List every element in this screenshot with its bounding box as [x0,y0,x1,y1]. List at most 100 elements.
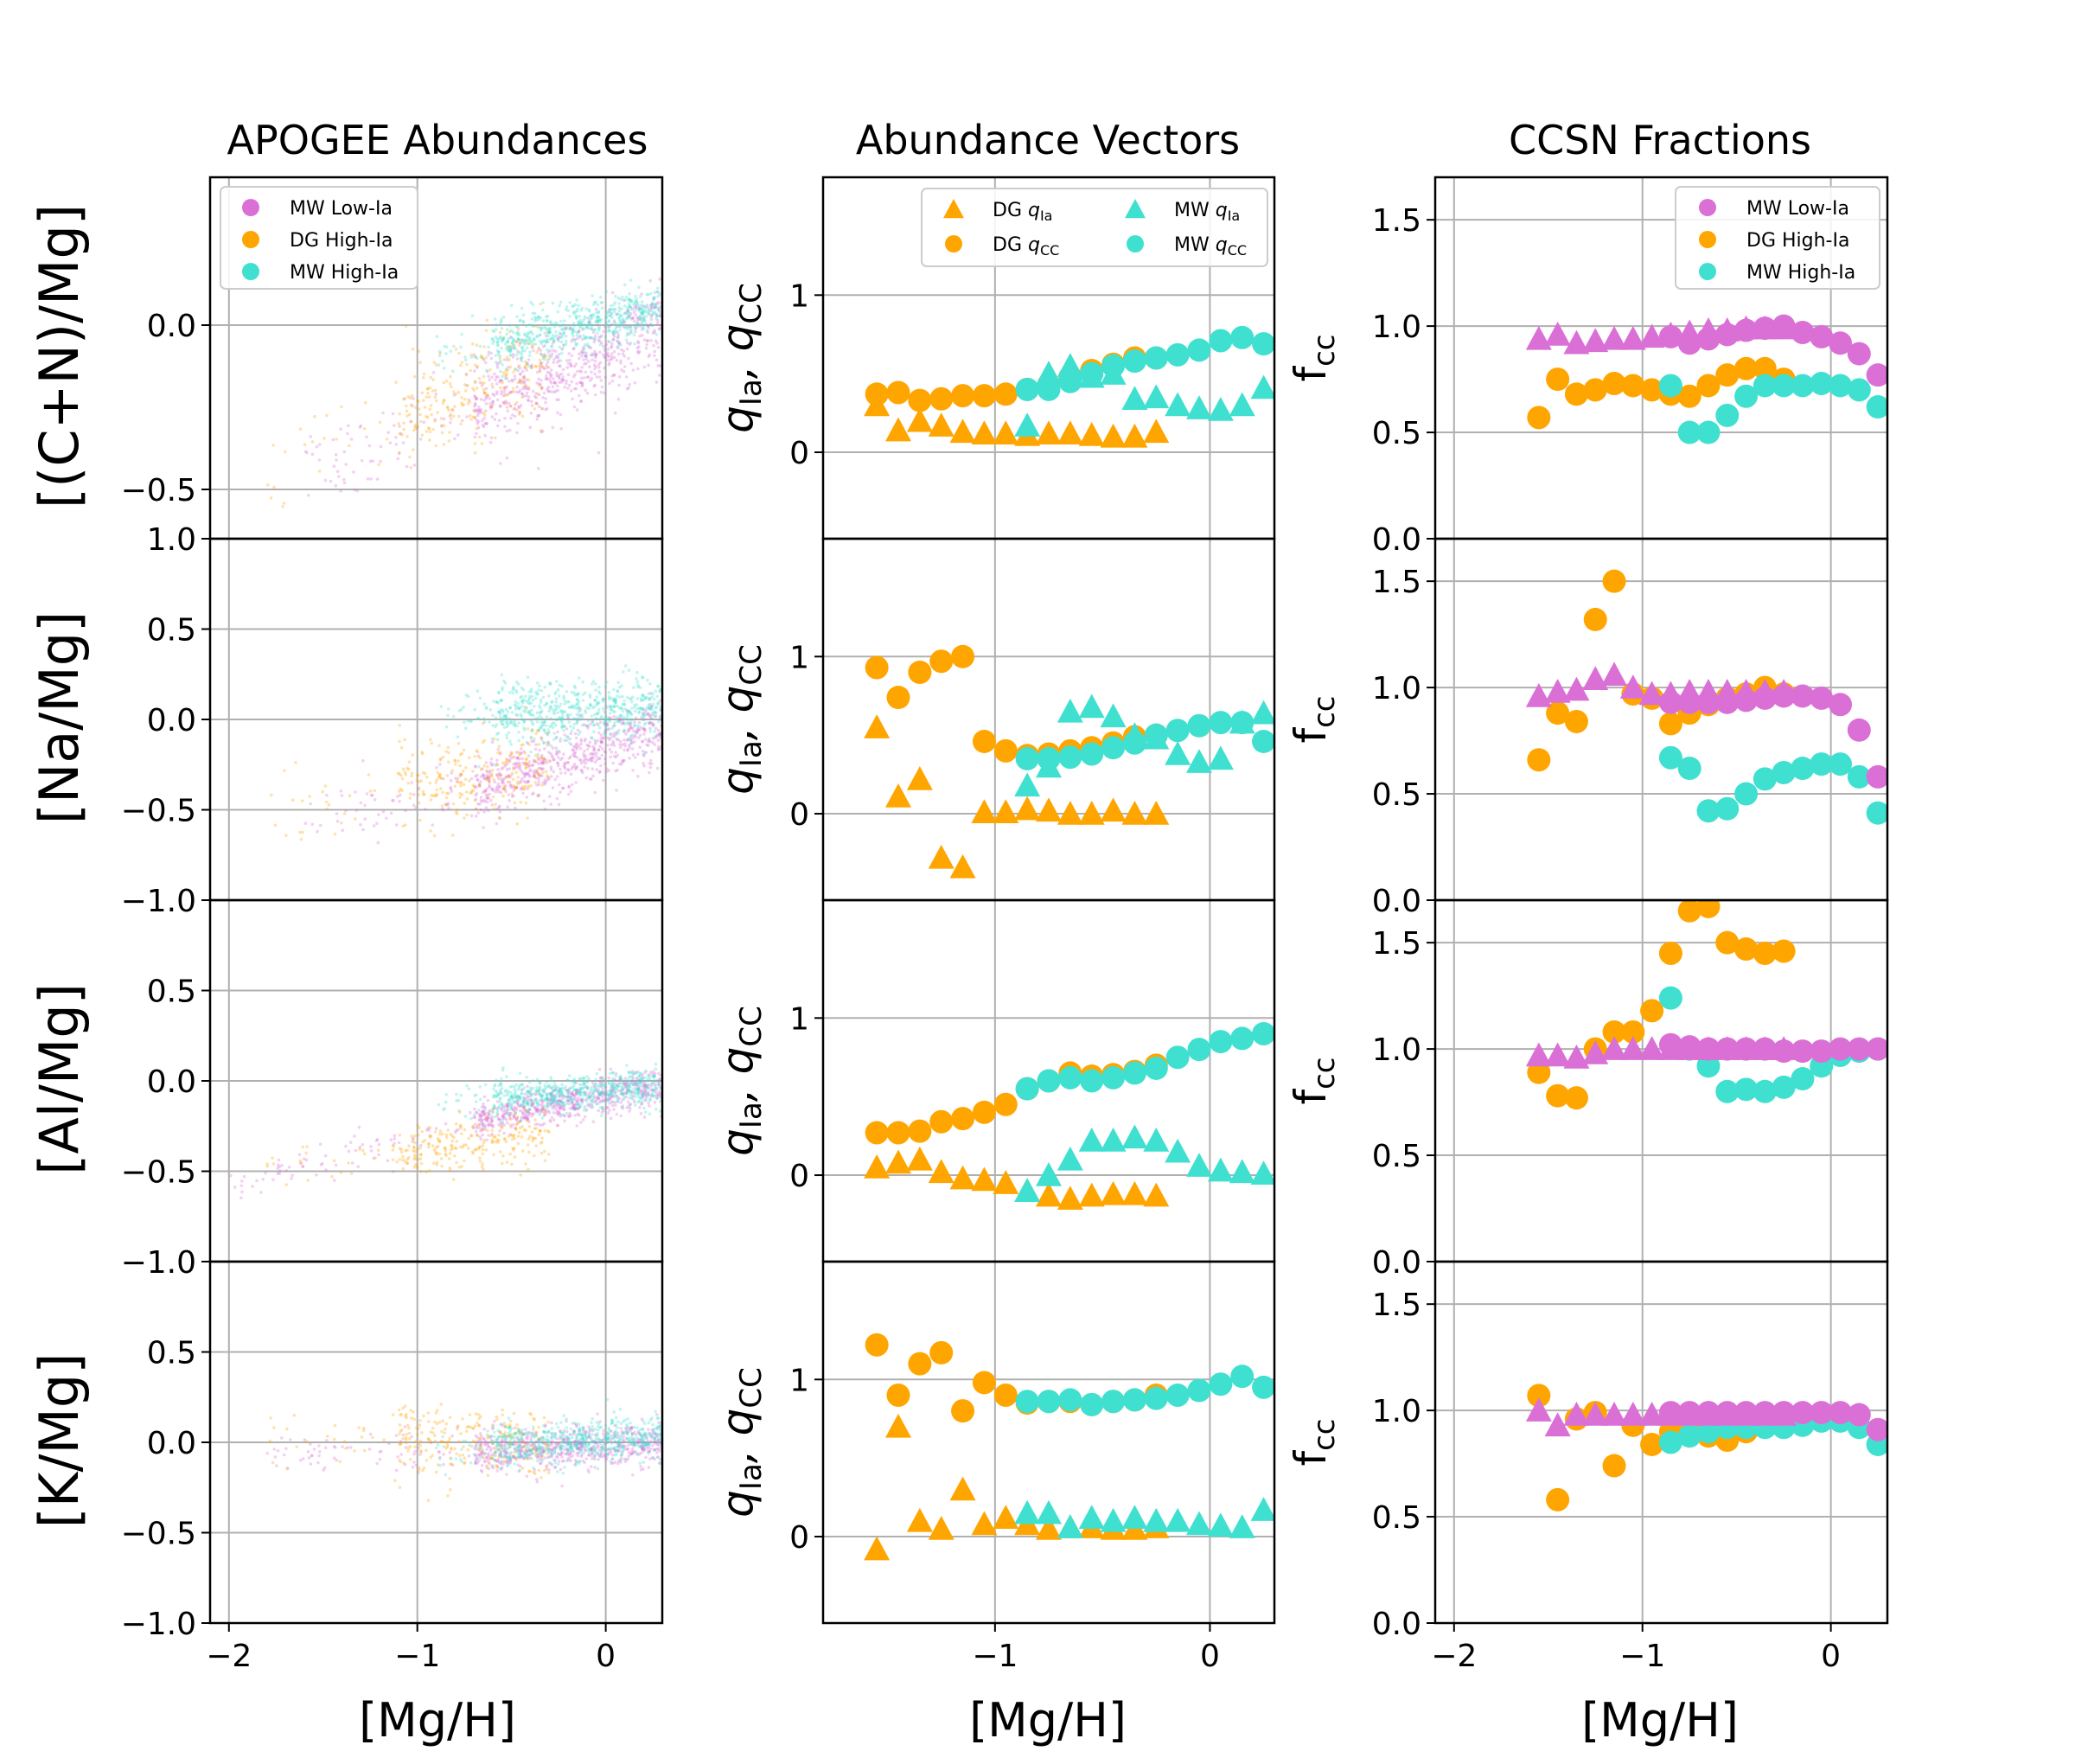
star-point [551,1094,554,1098]
star-point [524,378,528,381]
star-point [509,742,513,746]
star-point [644,323,648,326]
star-point [519,1119,522,1123]
star-point [500,339,504,343]
star-point [636,1083,640,1086]
star-point [538,384,541,387]
star-point [590,316,594,321]
star-point [273,823,278,828]
star-point [567,757,571,760]
star-point [640,306,643,310]
star-point [470,314,475,317]
star-point [522,1115,527,1120]
star-point [641,1092,645,1096]
star-point [555,775,559,778]
star-point [525,1450,529,1454]
star-point [627,744,631,747]
star-point [471,415,476,419]
star-point [561,1438,565,1441]
star-point [632,1087,635,1090]
star-point [555,718,559,721]
star-point [515,1445,520,1449]
star-point [552,323,556,327]
star-point [580,325,584,329]
star-point [271,1178,275,1181]
star-point [514,1083,519,1087]
star-point [648,703,652,706]
star-point [533,1097,538,1101]
star-point [497,1443,501,1447]
star-point [627,737,631,740]
star-point [643,1093,647,1096]
star-point [651,692,655,696]
star-point [645,342,648,347]
star-point [439,705,444,708]
star-point [491,402,495,406]
star-point [580,1083,584,1087]
star-point [504,368,508,373]
star-point [319,1163,323,1166]
star-point [574,736,578,740]
star-point [647,1093,650,1097]
star-point [516,702,520,706]
star-point [597,725,602,730]
star-point [505,456,509,460]
star-point [621,1106,625,1110]
star-point [633,1071,637,1075]
star-point [621,1082,625,1085]
star-point [542,1090,546,1094]
star-point [653,1089,657,1093]
star-point [629,1453,633,1456]
star-point [588,1096,592,1099]
star-point [648,291,653,296]
star-point [535,324,539,329]
star-point [417,1134,420,1137]
star-point [593,352,597,356]
star-point [476,1133,479,1137]
star-point [501,1102,504,1106]
star-point [625,1078,629,1083]
star-point [617,706,622,710]
star-point [482,773,486,777]
star-point [433,395,437,399]
star-point [460,403,464,407]
star-point [514,400,519,405]
star-point [484,706,488,711]
star-point [540,406,545,411]
star-point [498,1104,501,1108]
star-point [616,335,620,339]
star-point [443,344,446,348]
star-point [486,764,489,769]
star-point [626,710,629,713]
star-point [569,361,572,366]
star-point [648,740,653,744]
star-point [488,1113,492,1116]
star-point [419,1170,424,1173]
star-point [557,749,560,753]
star-point [514,1117,519,1122]
star-point [565,761,569,764]
star-point [517,721,520,725]
star-point [559,771,563,775]
star-point [597,369,602,374]
star-point [612,699,616,702]
star-point [579,1454,584,1459]
star-point [519,372,522,376]
star-point [398,772,401,776]
star-point [553,321,558,324]
star-point [597,690,601,693]
star-point [577,329,581,334]
star-point [544,374,548,378]
star-point [541,1441,546,1445]
star-point [649,705,654,709]
star-point [632,310,636,314]
star-point [429,1134,433,1138]
star-point [473,380,477,383]
star-point [418,438,423,441]
star-point [590,327,594,331]
star-point [550,1098,554,1102]
star-point [412,1157,416,1161]
star-point [648,729,652,733]
star-point [526,771,530,776]
star-point [519,800,523,804]
